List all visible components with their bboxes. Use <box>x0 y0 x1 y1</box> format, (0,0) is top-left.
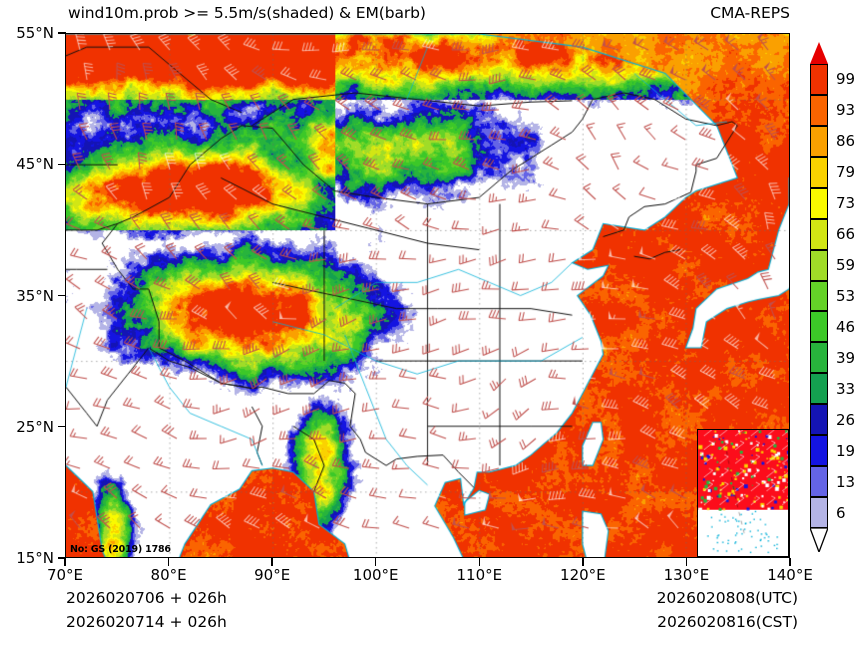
colorbar-tick-label: 33 <box>836 379 856 398</box>
longitude-tick-label: 90°E <box>254 566 291 584</box>
init-time-utc: 2026020706 + 026h <box>66 589 227 607</box>
longitude-tick-label: 70°E <box>46 566 84 584</box>
inset-raster <box>698 430 788 556</box>
south-china-sea-inset <box>697 429 789 557</box>
colorbar-tick-label: 19 <box>836 441 856 460</box>
latitude-tick-mark <box>58 163 66 165</box>
longitude-tick-mark <box>271 558 273 566</box>
colorbar-tick-label: 59 <box>836 256 856 275</box>
colorbar-tick-label: 73 <box>836 194 856 213</box>
longitude-tick-label: 130°E <box>663 566 710 584</box>
colorbar-band <box>810 342 828 374</box>
page-title: wind10m.prob >= 5.5m/s(shaded) & EM(barb… <box>68 4 426 22</box>
longitude-tick-mark <box>582 558 584 566</box>
colorbar-band <box>810 311 828 343</box>
map-approval-number: No: GS (2019) 1786 <box>70 544 171 555</box>
latitude-tick-label: 55°N <box>16 24 54 42</box>
colorbar-tick-label: 86 <box>836 132 856 151</box>
colorbar-tick-label: 46 <box>836 317 856 336</box>
colorbar-band <box>810 125 828 157</box>
colorbar-band <box>810 280 828 312</box>
latitude-tick-mark <box>58 32 66 34</box>
colorbar-tick-label: 13 <box>836 472 856 491</box>
longitude-tick-label: 100°E <box>352 566 399 584</box>
colorbar-tick-label: 93 <box>836 101 856 120</box>
colorbar-tick-label: 6 <box>836 503 846 522</box>
colorbar-band <box>810 156 828 188</box>
forecast-map[interactable]: No: GS (2019) 1786 <box>65 33 790 558</box>
colorbar-band <box>810 466 828 498</box>
colorbar-under-arrow <box>809 527 829 554</box>
longitude-tick-label: 140°E <box>767 566 813 584</box>
colorbar-band <box>810 404 828 436</box>
longitude-tick-mark <box>478 558 480 566</box>
longitude-tick-label: 120°E <box>560 566 606 584</box>
model-label: CMA-REPS <box>710 4 790 22</box>
colorbar-band <box>810 435 828 467</box>
latitude-tick-label: 35°N <box>16 286 54 305</box>
longitude-tick-label: 110°E <box>456 566 503 584</box>
colorbar-band <box>810 373 828 405</box>
latitude-tick-mark <box>58 426 66 428</box>
colorbar-tick-label: 26 <box>836 410 856 429</box>
colorbar-tick-label: 99 <box>836 70 856 89</box>
colorbar-band <box>810 187 828 219</box>
colorbar-tick-label: 53 <box>836 287 856 305</box>
colorbar-band <box>810 64 828 95</box>
colorbar-tick-label: 66 <box>836 225 856 244</box>
colorbar-over-arrow <box>810 42 828 64</box>
init-time-cst: 2026020714 + 026h <box>66 613 227 631</box>
longitude-tick-label: 80°E <box>150 566 187 584</box>
latitude-tick-mark <box>58 557 66 559</box>
map-raster <box>66 34 789 557</box>
longitude-tick-mark <box>64 558 66 566</box>
colorbar-band <box>810 497 828 528</box>
latitude-tick-label: 45°N <box>16 155 54 174</box>
colorbar-tick-label: 79 <box>836 163 856 182</box>
longitude-tick-mark <box>789 558 791 566</box>
longitude-tick-mark <box>375 558 377 566</box>
probability-colorbar: 6 13 19 26 33 39 46 53 59 66 73 79 86 93 99 <box>806 42 855 554</box>
latitude-tick-label: 25°N <box>16 417 54 436</box>
colorbar-tick-label: 39 <box>836 348 856 367</box>
longitude-tick-mark <box>685 558 688 566</box>
colorbar-band <box>810 218 828 250</box>
latitude-tick-label: 15°N <box>16 549 54 567</box>
colorbar-band <box>810 94 828 126</box>
valid-time-utc: 2026020808(UTC) <box>656 589 798 607</box>
longitude-tick-mark <box>167 558 170 566</box>
latitude-tick-mark <box>58 294 66 297</box>
valid-time-cst: 2026020816(CST) <box>657 613 798 631</box>
colorbar-band <box>810 249 828 281</box>
